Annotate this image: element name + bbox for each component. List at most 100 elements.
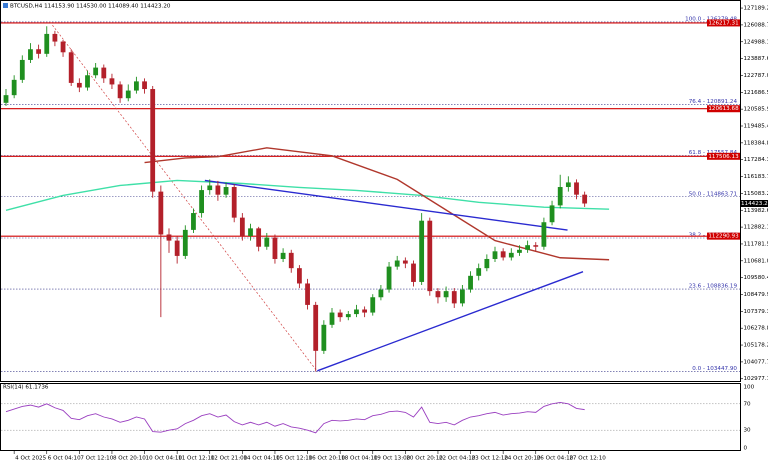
candle-body xyxy=(394,260,400,267)
candle-body xyxy=(93,67,99,76)
symbol-icon xyxy=(3,3,8,8)
x-tick-label: 26 Oct 04:10 xyxy=(537,456,574,462)
candle-body xyxy=(541,222,547,247)
candle-body xyxy=(231,187,237,218)
candle-body xyxy=(11,79,17,96)
x-tick-label: 20 Oct 20:10 xyxy=(406,456,443,462)
candle-body xyxy=(557,187,563,206)
y-tick-label: 104077.70 xyxy=(744,359,768,365)
candle-body xyxy=(272,237,278,259)
candle-body xyxy=(60,41,66,53)
candle-body xyxy=(565,182,571,188)
chart-title: BTCUSD,H4 114153.90 114530.00 114089.40 … xyxy=(10,4,171,10)
y-tick-label: 107379.35 xyxy=(744,309,768,315)
candle-body xyxy=(215,185,221,195)
y-tick-label: 105178.25 xyxy=(744,343,768,349)
candle-body xyxy=(451,291,457,304)
x-tick-label: 18 Oct 04:10 xyxy=(341,456,378,462)
price-tag xyxy=(707,19,740,27)
y-tick-label: 115083.20 xyxy=(744,191,768,197)
candle-body xyxy=(76,82,82,88)
y-tick-label: 110681.00 xyxy=(744,258,768,264)
candle-body xyxy=(125,90,131,99)
y-tick-label: 111781.55 xyxy=(744,241,768,247)
x-tick-label: 23 Oct 12:10 xyxy=(472,456,509,462)
price-tag-label: 120613.68 xyxy=(708,106,739,112)
y-tick-label: 123887.60 xyxy=(744,56,768,62)
overlay-line xyxy=(204,179,568,231)
candle-body xyxy=(28,49,33,60)
candle-body xyxy=(386,266,392,290)
candle-body xyxy=(239,217,245,237)
candle-body xyxy=(68,52,74,83)
x-tick-label: 11 Oct 12:10 xyxy=(178,456,215,462)
fib-label: 0.0 - 103447.90 xyxy=(692,366,737,372)
candle-body xyxy=(427,220,433,292)
candle-body xyxy=(305,283,310,305)
candle-body xyxy=(337,312,343,318)
candle-body xyxy=(525,245,530,250)
rsi-title: RSI(14) 61.1736 xyxy=(3,385,49,391)
price-tag xyxy=(707,152,740,160)
candle-body xyxy=(476,268,482,276)
candle-body xyxy=(150,89,156,192)
x-tick-label: 19 Oct 13:00 xyxy=(374,456,411,462)
candle-body xyxy=(297,268,302,284)
overlay-line xyxy=(317,271,584,372)
rsi-tick-label: 0 xyxy=(744,446,748,452)
y-tick-label: 117284.30 xyxy=(744,157,768,163)
last-price-tag xyxy=(740,200,768,208)
candle-body xyxy=(174,240,180,256)
x-tick-label: 7 Oct 12:10 xyxy=(80,456,113,462)
candle-body xyxy=(199,190,204,214)
y-tick-label: 113982.65 xyxy=(744,208,768,214)
candle-body xyxy=(329,312,335,325)
y-tick-label: 122787.05 xyxy=(744,73,768,79)
x-tick-label: 22 Oct 04:10 xyxy=(439,456,476,462)
y-tick-label: 116183.75 xyxy=(744,174,768,180)
last-price-label: 114423.20 xyxy=(741,201,768,207)
candle-body xyxy=(264,237,270,247)
candle-body xyxy=(533,245,539,247)
rsi-tick-label: 70 xyxy=(744,401,752,407)
price-tag xyxy=(707,232,740,240)
y-tick-label: 108479.90 xyxy=(744,292,768,298)
x-tick-label: 8 Oct 20:10 xyxy=(113,456,146,462)
overlay-line xyxy=(5,179,610,211)
candle-body xyxy=(158,191,164,235)
candle-body xyxy=(36,49,41,54)
candle-body xyxy=(582,194,588,204)
price-tag xyxy=(707,105,740,113)
candle-body xyxy=(223,187,229,195)
candle-body xyxy=(85,75,90,88)
candle-body xyxy=(468,275,473,290)
x-tick-label: 4 Oct 2025 xyxy=(15,456,46,462)
candle-body xyxy=(460,289,465,304)
candle-body xyxy=(256,228,262,247)
x-tick-label: 10 Oct 04:10 xyxy=(146,456,183,462)
y-tick-label: 126088.70 xyxy=(744,22,768,28)
x-tick-label: 6 Oct 04:10 xyxy=(48,456,81,462)
x-tick-label: 12 Oct 21:00 xyxy=(211,456,248,462)
x-tick-label: 15 Oct 12:10 xyxy=(276,456,313,462)
candle-body xyxy=(492,251,498,259)
candle-body xyxy=(402,260,408,264)
candle-body xyxy=(354,309,359,315)
candle-body xyxy=(517,249,522,253)
y-tick-label: 119485.40 xyxy=(744,124,768,130)
candle-body xyxy=(19,59,25,80)
candle-body xyxy=(191,213,196,230)
y-tick-label: 127189.25 xyxy=(744,6,768,12)
candle-body xyxy=(321,324,327,351)
candle-body xyxy=(549,205,555,223)
fib-label: 76.4 - 120891.24 xyxy=(689,99,738,105)
y-tick-label: 118384.85 xyxy=(744,140,768,146)
candle-body xyxy=(508,252,514,258)
candle-body xyxy=(443,291,449,298)
candle-body xyxy=(419,220,425,282)
candle-body xyxy=(117,84,123,99)
candle-body xyxy=(166,234,172,241)
rsi-tick-label: 30 xyxy=(744,428,752,434)
candle-body xyxy=(52,33,58,42)
